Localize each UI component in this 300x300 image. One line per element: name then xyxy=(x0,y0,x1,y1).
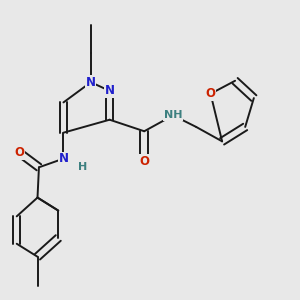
Text: N: N xyxy=(58,152,68,165)
Text: O: O xyxy=(206,87,216,100)
Text: N: N xyxy=(86,76,96,89)
Text: N: N xyxy=(105,84,115,98)
Text: O: O xyxy=(15,146,25,159)
Text: NH: NH xyxy=(164,110,182,120)
Text: H: H xyxy=(78,162,87,172)
Text: O: O xyxy=(139,155,149,168)
